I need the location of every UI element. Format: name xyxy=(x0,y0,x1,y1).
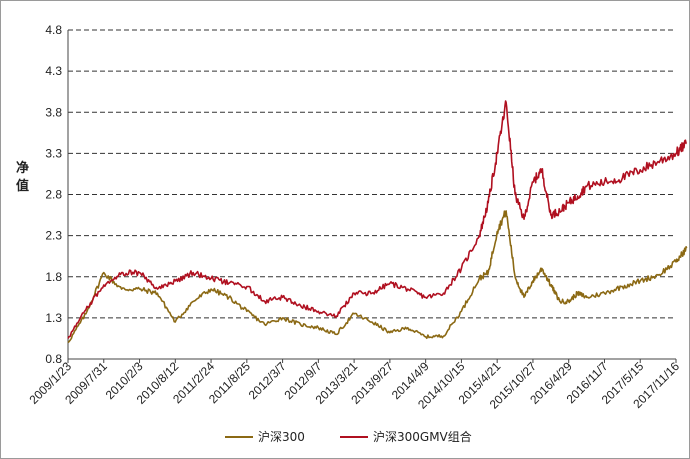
series-lines xyxy=(67,100,688,344)
y-tick-label: 2.8 xyxy=(45,188,62,202)
gridlines xyxy=(67,29,676,360)
y-tick-label: 3.3 xyxy=(45,146,62,160)
y-tick-label: 4.8 xyxy=(45,23,62,37)
y-axis-ticks: 0.8 1.3 1.8 2.3 2.8 3.3 3.8 4.3 4.8 xyxy=(45,23,62,366)
y-tick-label: 0.8 xyxy=(45,352,62,366)
legend-label-2: 沪深300GMV组合 xyxy=(373,429,472,444)
legend: 沪深300 沪深300GMV组合 xyxy=(225,429,472,444)
series-line-2 xyxy=(67,100,687,339)
series-line-1 xyxy=(67,210,688,344)
y-tick-label: 1.3 xyxy=(45,311,62,325)
y-tick-label: 3.8 xyxy=(45,105,62,119)
y-axis-label: 净值 xyxy=(16,160,29,194)
y-tick-label: 1.8 xyxy=(45,270,62,284)
y-tick-label: 4.3 xyxy=(45,64,62,78)
y-tick-label: 2.3 xyxy=(45,229,62,243)
legend-label-1: 沪深300 xyxy=(258,430,305,444)
